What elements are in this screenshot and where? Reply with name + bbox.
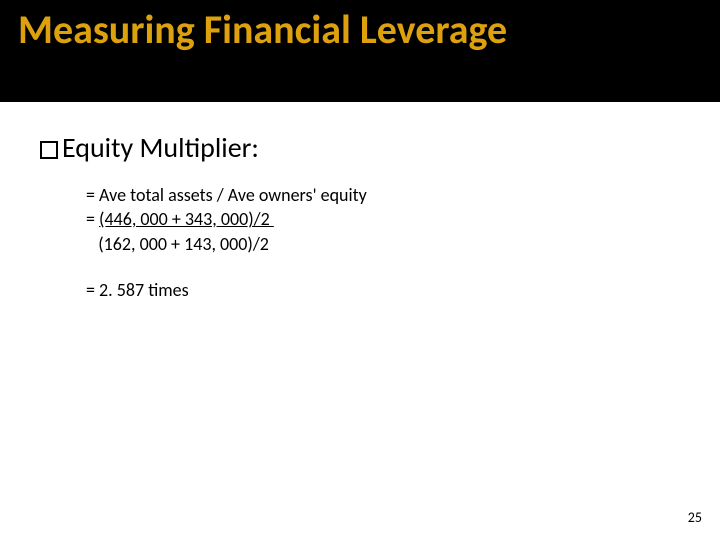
calculation-block: = Ave total assets / Ave owners' equity … [86, 183, 680, 302]
numerator-prefix: = [86, 208, 99, 230]
bullet-row: Equity Multiplier: [40, 130, 680, 165]
denominator-indent [86, 233, 98, 255]
result-line: = 2. 587 times [86, 278, 680, 302]
square-bullet-icon [40, 141, 58, 159]
denominator-line: (162, 000 + 143, 000)/2 [86, 232, 680, 256]
denominator-text: (162, 000 + 143, 000)/2 [98, 233, 269, 255]
numerator-text: (446, 000 + 343, 000)/2 [99, 208, 274, 230]
page-number: 25 [688, 509, 702, 526]
bullet-label: Equity Multiplier: [62, 130, 259, 165]
content-area: Equity Multiplier: = Ave total assets / … [0, 102, 720, 302]
formula-line: = Ave total assets / Ave owners' equity [86, 183, 680, 207]
slide-title: Measuring Financial Leverage [18, 8, 720, 52]
title-bar: Measuring Financial Leverage [0, 0, 720, 102]
numerator-line: = (446, 000 + 343, 000)/2 [86, 207, 680, 231]
